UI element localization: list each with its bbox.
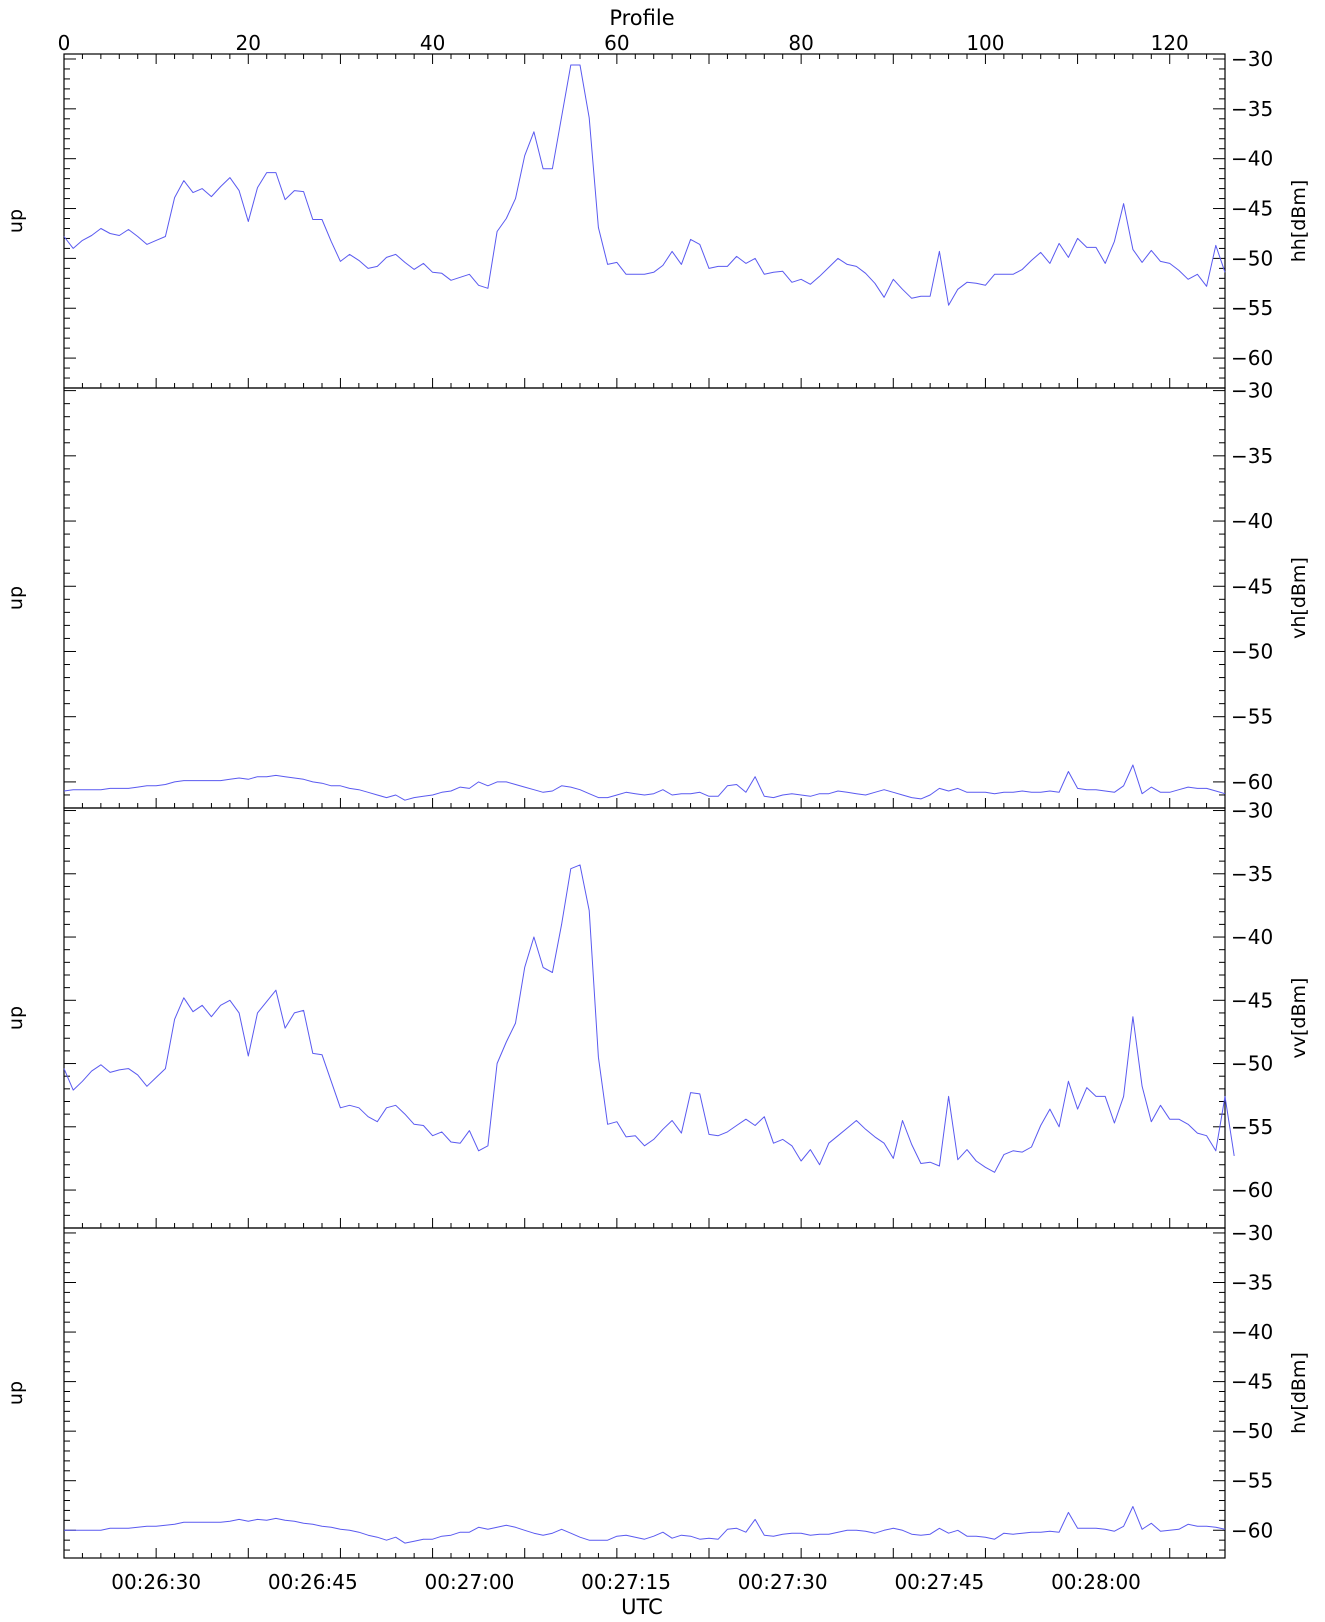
panel-frame [63,807,1226,1229]
y-tick-label: −45 [1231,1370,1273,1394]
y-tick-label: −50 [1231,639,1273,663]
y-tick-label: −35 [1231,1271,1273,1295]
series-line [63,764,1226,801]
y-tick-label: −35 [1231,97,1273,121]
y-tick-label: −60 [1231,1178,1273,1202]
y-tick-label: −30 [1231,47,1273,71]
y-axis-label: hv[dBm] [1288,1352,1310,1434]
top-tick-label: 20 [236,31,261,55]
y-tick-label: −35 [1231,862,1273,886]
bottom-tick-label: 00:26:30 [111,1570,201,1594]
y-axis-label: hh[dBm] [1288,180,1310,263]
y-tick-label: −60 [1231,770,1273,794]
top-tick-label: 60 [604,31,629,55]
panel-frame [63,53,1226,389]
series-line [63,64,1226,306]
top-tick-label: 40 [420,31,445,55]
bottom-tick-label: 00:28:00 [1051,1570,1141,1594]
y-tick-label: −50 [1231,1419,1273,1443]
top-axis-title: Profile [609,6,674,30]
y-tick-label: −55 [1231,705,1273,729]
y-tick-label: −40 [1231,1320,1273,1344]
bottom-tick-label: 00:26:45 [268,1570,358,1594]
y-tick-label: −45 [1231,988,1273,1012]
y-tick-label: −45 [1231,197,1273,221]
bottom-tick-label: 00:27:00 [425,1570,515,1594]
y-tick-label: −40 [1231,925,1273,949]
bottom-tick-label: 00:27:45 [894,1570,984,1594]
y-tick-label: −55 [1231,296,1273,320]
y-tick-label: −30 [1231,799,1273,823]
y-axis-label: vv[dBm] [1288,978,1310,1059]
panel-1: −30 −35 −40 −45 −50 −55 −60 up hh[dBm] [5,47,1310,389]
y-tick-label: −50 [1231,1052,1273,1076]
y-tick-label: −35 [1231,444,1273,468]
panel-2: −30 −35 −40 −45 −50 −55 −60 up vh[dBm] [5,379,1310,809]
panel-3: −30 −35 −40 −45 −50 −55 −60 up vv[dBm] [5,799,1310,1229]
y-tick-label: −30 [1231,379,1273,403]
series-line [63,864,1235,1173]
top-tick-label: 80 [788,31,813,55]
panel-4: −30 −35 −40 −45 −50 −55 −60 up hv[dBm] [5,1221,1310,1559]
left-axis-label: up [5,586,27,610]
bottom-tick-label: 00:27:30 [738,1570,828,1594]
y-tick-label: −45 [1231,574,1273,598]
left-axis-label: up [5,209,27,233]
y-tick-label: −60 [1231,346,1273,370]
y-tick-label: −50 [1231,246,1273,270]
left-axis-label: up [5,1006,27,1030]
y-tick-label: −30 [1231,1221,1273,1245]
top-tick-label: 120 [1151,31,1189,55]
y-tick-label: −55 [1231,1115,1273,1139]
top-tick-label: 100 [966,31,1004,55]
y-tick-label: −55 [1231,1469,1273,1493]
series-line [64,1506,1226,1544]
bottom-tick-label: 00:27:15 [581,1570,671,1594]
y-tick-label: −40 [1231,509,1273,533]
y-axis-label: vh[dBm] [1288,557,1310,639]
panel-frame [63,387,1226,809]
y-tick-label: −60 [1231,1518,1273,1542]
top-tick-label: 0 [58,31,71,55]
left-axis-label: up [5,1381,27,1405]
panel-frame [63,1227,1226,1559]
bottom-axis-title: UTC [621,1595,663,1619]
y-tick-label: −40 [1231,147,1273,171]
